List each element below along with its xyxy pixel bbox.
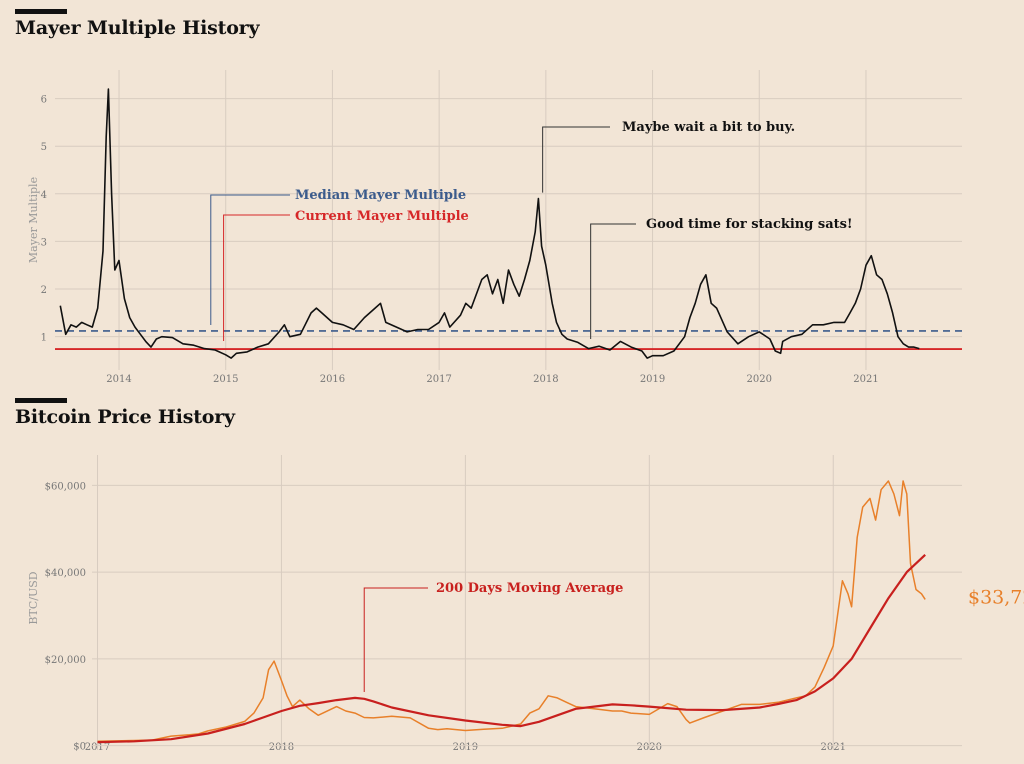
- mayer-x-tick-label: 2019: [640, 374, 665, 385]
- current-mayer-label: Current Mayer Multiple: [295, 209, 469, 224]
- mayer-y-tick-label: 6: [41, 95, 47, 106]
- mayer-x-tick-label: 2015: [213, 374, 238, 385]
- btc-y-axis-label: BTC/USD: [27, 571, 40, 624]
- btc-x-tick-label: 2020: [637, 742, 662, 753]
- bottom-annotation-label: Good time for stacking sats!: [646, 217, 853, 232]
- top-annotation-line: [542, 126, 610, 193]
- mayer-multiple-series-line: [59, 88, 920, 359]
- btc-x-tick-label: 2019: [453, 742, 478, 753]
- mayer-x-tick-label: 2020: [747, 374, 772, 385]
- btc-x-tick-label: 2021: [821, 742, 846, 753]
- current-price-label: $33,721: [968, 586, 1024, 608]
- mayer-title-bar: [15, 9, 67, 14]
- btc-price-series-line: [97, 480, 926, 743]
- mayer-x-tick-label: 2016: [320, 374, 345, 385]
- mayer-y-tick-label: 3: [41, 237, 47, 248]
- median-callout-line: [210, 194, 290, 325]
- mayer-chart: 2014 2015 2016 2017 2018 2019 2020 2021 1 2 3 4 5 6 Ma…: [27, 70, 962, 385]
- current-callout-line: [223, 214, 290, 342]
- btc-y-tick-label: $0: [73, 742, 86, 753]
- btc-y-tick-label: $20,000: [45, 655, 86, 666]
- btc-title-bar: [15, 398, 67, 403]
- top-annotation-label: Maybe wait a bit to buy.: [622, 120, 795, 135]
- moving-average-series-line: [97, 553, 926, 744]
- mayer-y-tick-label: 5: [41, 142, 47, 153]
- btc-chart-title: Bitcoin Price History: [15, 406, 235, 428]
- mayer-chart-title: Mayer Multiple History: [15, 17, 260, 39]
- mayer-x-tick-label: 2014: [106, 374, 131, 385]
- median-mayer-label: Median Mayer Multiple: [295, 188, 466, 203]
- mayer-y-tick-label: 4: [41, 190, 47, 201]
- btc-y-tick-label: $60,000: [45, 481, 86, 492]
- mayer-y-tick-label: 1: [41, 333, 47, 344]
- btc-x-tick-label: 2018: [269, 742, 294, 753]
- mayer-x-tick-label: 2018: [533, 374, 558, 385]
- bottom-annotation-line: [590, 223, 636, 340]
- mayer-x-tick-label: 2017: [426, 374, 451, 385]
- btc-x-tick-label: 2017: [85, 742, 110, 753]
- moving-average-callout-line: [363, 587, 428, 692]
- mayer-y-axis-label: Mayer Multiple: [27, 177, 40, 263]
- btc-y-tick-label: $40,000: [45, 568, 86, 579]
- mayer-y-tick-label: 2: [41, 285, 47, 296]
- mayer-x-tick-label: 2021: [853, 374, 878, 385]
- moving-average-label: 200 Days Moving Average: [436, 581, 623, 596]
